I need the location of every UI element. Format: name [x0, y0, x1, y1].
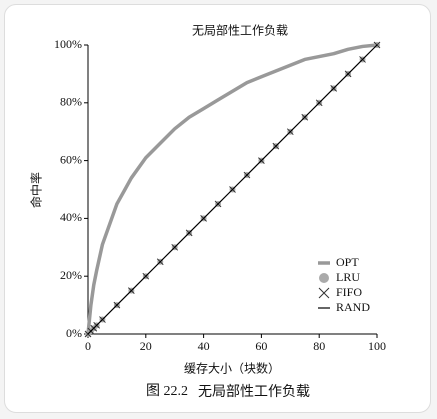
caption-number: 图 22.2	[146, 384, 188, 399]
series-line	[86, 43, 378, 335]
chart-title: 无局部性工作负载	[192, 23, 288, 38]
x-tick-label: 20	[140, 339, 152, 353]
x-tick-label: 40	[198, 339, 210, 353]
y-tick-label: 80%	[60, 95, 82, 109]
x-tick-label: 60	[255, 339, 267, 353]
y-tick-label: 20%	[60, 268, 82, 282]
series-line	[87, 44, 378, 335]
y-tick-label: 40%	[60, 210, 82, 224]
x-tick-label: 100	[368, 339, 386, 353]
legend-label: LRU	[336, 270, 360, 284]
x-tick-label: 0	[85, 339, 91, 353]
y-tick-label: 60%	[60, 152, 82, 166]
legend-swatch	[319, 273, 329, 283]
caption-title: 无局部性工作负载	[198, 384, 310, 400]
y-axis-label: 命中率	[29, 172, 44, 208]
legend-label: RAND	[336, 300, 370, 314]
y-tick-label: 0%	[66, 326, 82, 340]
legend-label: OPT	[336, 255, 359, 269]
card	[4, 4, 431, 413]
x-axis-label: 缓存大小（块数）	[184, 361, 280, 376]
x-tick-label: 80	[313, 339, 325, 353]
y-tick-label: 100%	[54, 37, 82, 51]
legend-label: FIFO	[336, 285, 362, 299]
legend-swatch	[318, 287, 330, 299]
